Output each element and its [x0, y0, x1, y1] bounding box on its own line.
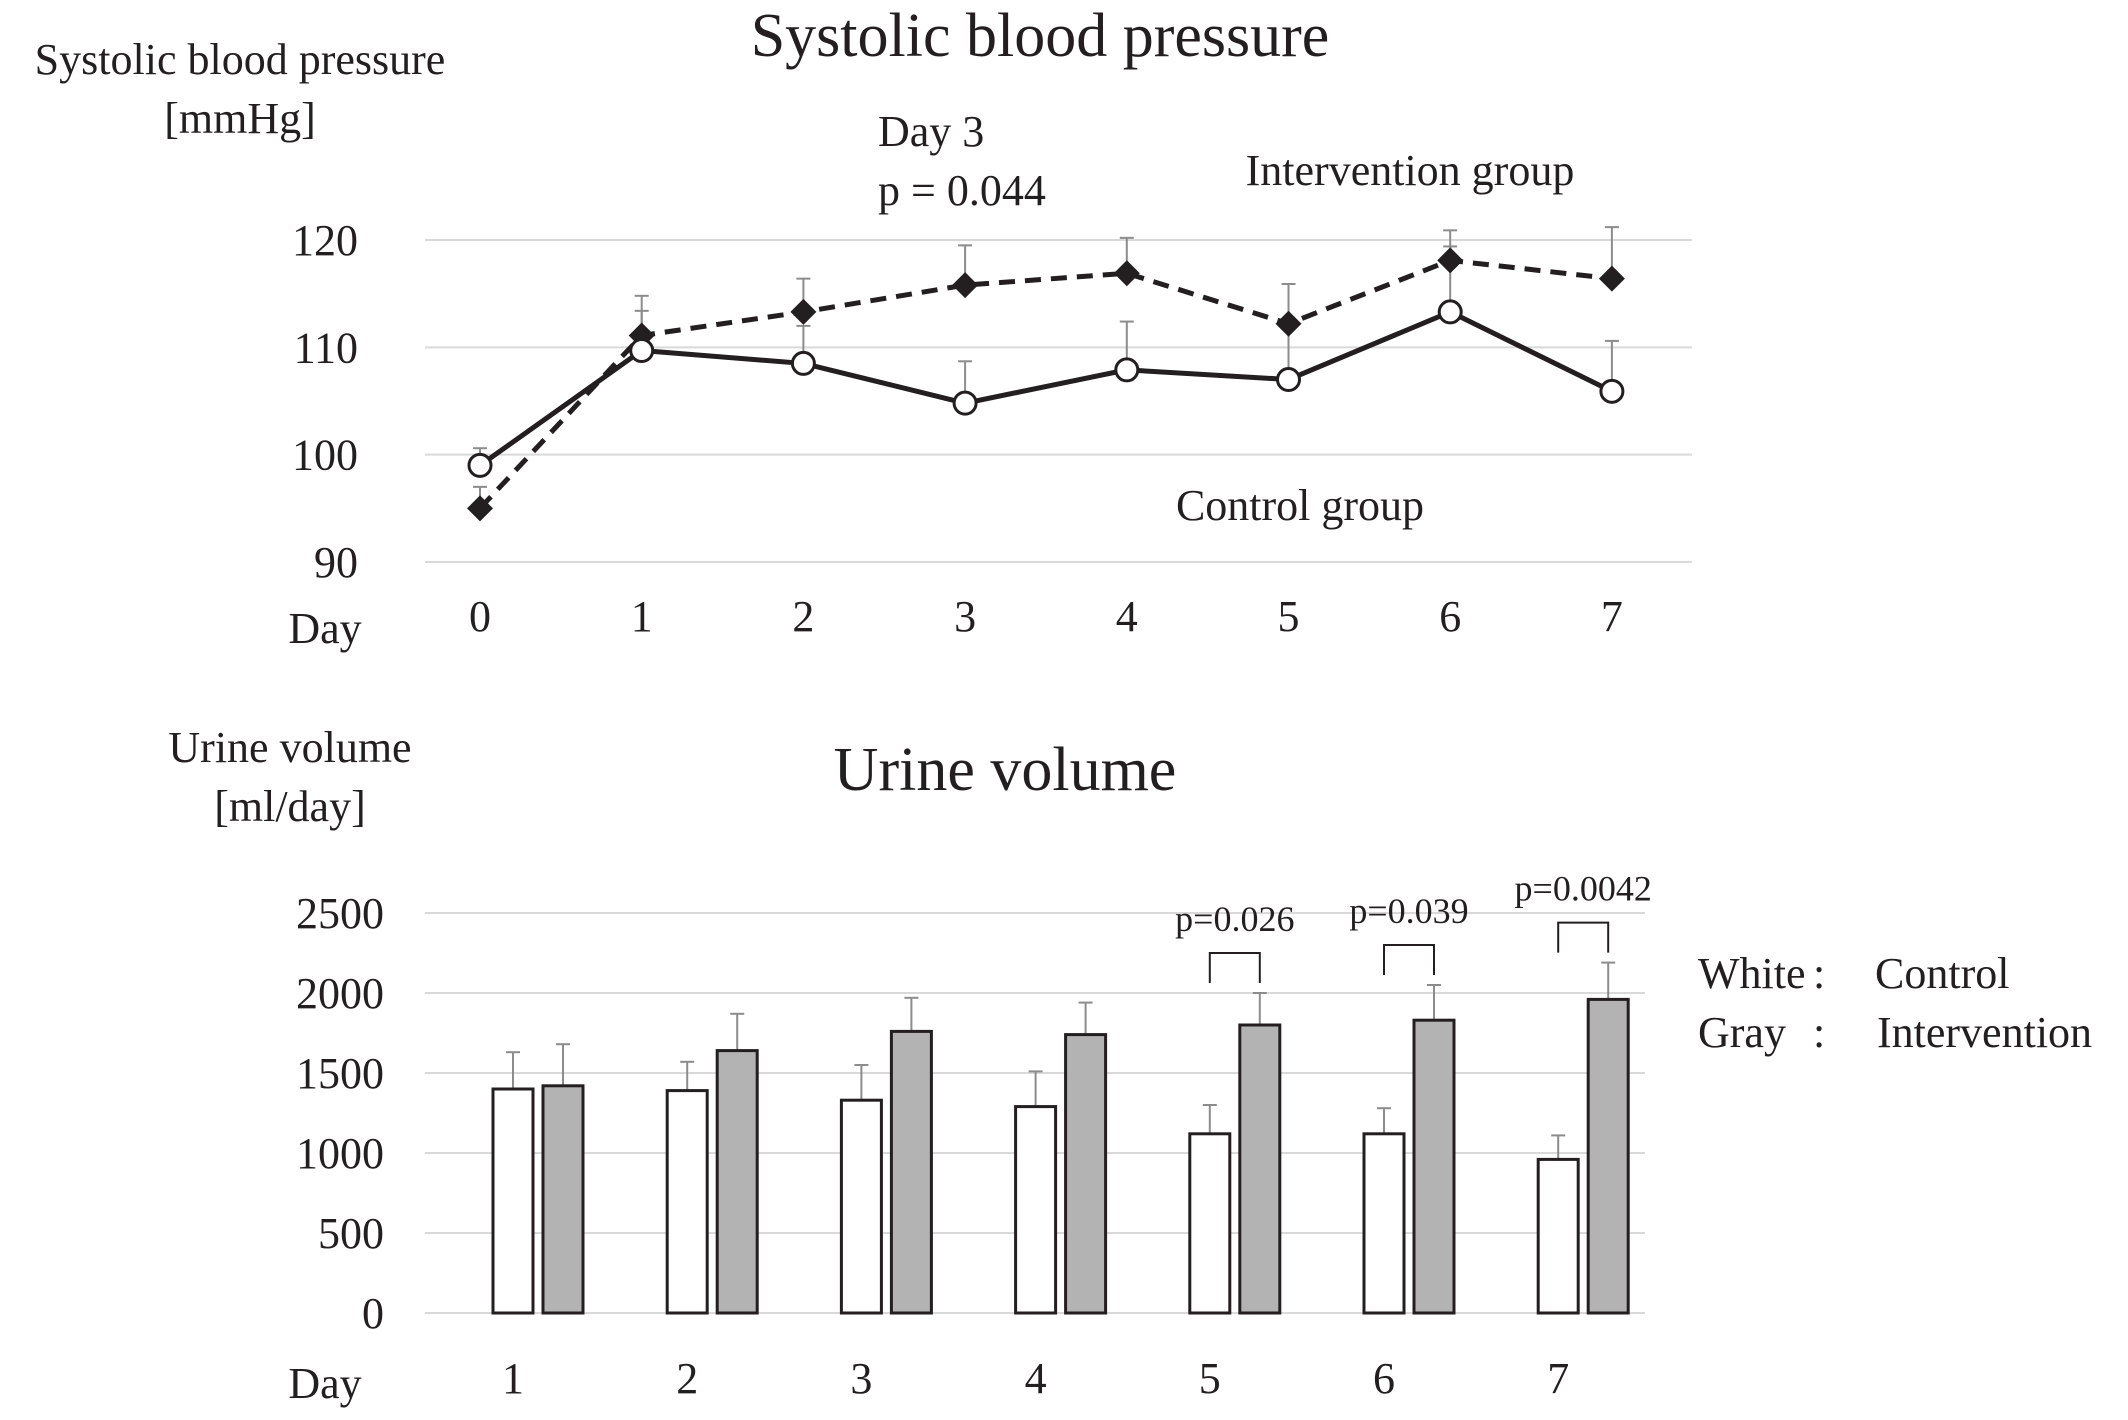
- bp-marker-control: [1599, 378, 1625, 404]
- bp-x-tick-label: 5: [1278, 592, 1300, 641]
- bp-marker-intervention: [952, 272, 979, 299]
- bp-line-intervention: [478, 257, 1613, 511]
- bp-marker-intervention: [1113, 260, 1140, 287]
- urine-y-tick-label: 1500: [296, 1049, 384, 1098]
- legend-key-white: White: [1698, 949, 1806, 998]
- urine-y-tick-label: 2000: [296, 969, 384, 1018]
- urine-bar-intervention: [889, 1029, 933, 1315]
- bp-marker-control: [629, 338, 655, 364]
- bp-x-tick-label: 7: [1601, 592, 1623, 641]
- urine-x-tick-labels: 1 2 3 4 5 6 7: [502, 1354, 1569, 1403]
- bp-marker-control: [1114, 357, 1140, 383]
- urine-x-tick-label: 2: [676, 1354, 698, 1403]
- urine-bar-control: [839, 1098, 883, 1315]
- urine-ylabel-line1: Urine volume: [168, 723, 411, 772]
- significance-bracket: [1383, 944, 1435, 975]
- bp-marker-control: [1437, 299, 1463, 325]
- bp-y-tick-label: 110: [294, 323, 358, 372]
- urine-y-tick-label: 1000: [296, 1129, 384, 1178]
- bp-series-lines: [478, 257, 1614, 511]
- bp-x-tick-label: 0: [469, 592, 491, 641]
- bp-y-tick-label: 90: [314, 538, 358, 587]
- urine-chart-title: Urine volume: [834, 736, 1177, 804]
- urine-significance: p=0.026 p=0.039 p=0.0042: [1175, 869, 1652, 983]
- bp-annotation-line1: Day 3: [878, 107, 984, 156]
- bp-marker-intervention: [1275, 310, 1302, 337]
- bp-x-tick-label: 3: [954, 592, 976, 641]
- bp-marker-intervention: [1598, 265, 1625, 292]
- urine-y-tick-label: 0: [362, 1289, 384, 1338]
- bp-label-intervention: Intervention group: [1246, 146, 1575, 195]
- bp-chart: Systolic blood pressure Systolic blood p…: [35, 2, 1692, 653]
- legend-key-gray: Gray: [1698, 1008, 1786, 1057]
- urine-bar-intervention: [715, 1049, 759, 1315]
- urine-bar-intervention: [1064, 1033, 1108, 1315]
- bp-line-control: [478, 309, 1614, 468]
- bp-marker-control: [952, 390, 978, 416]
- urine-bar-intervention: [1238, 1023, 1282, 1315]
- urine-bar-intervention: [1586, 997, 1630, 1315]
- bp-marker-control: [1276, 367, 1301, 393]
- urine-xlabel: Day: [288, 1359, 361, 1408]
- bp-y-tick-label: 100: [292, 431, 358, 480]
- urine-bar-control: [665, 1089, 709, 1315]
- significance-label: p=0.039: [1349, 891, 1468, 931]
- bp-gridlines: [425, 239, 1692, 563]
- urine-ylabel-line2: [ml/day]: [214, 782, 366, 831]
- significance-label: p=0.0042: [1515, 869, 1652, 909]
- legend-label-intervention: Intervention: [1877, 1008, 2092, 1057]
- bp-chart-title: Systolic blood pressure: [751, 2, 1330, 70]
- bp-marker-control: [790, 350, 816, 376]
- bp-marker-intervention: [467, 495, 493, 522]
- urine-y-tick-label: 500: [318, 1209, 384, 1258]
- urine-error-bars: [506, 961, 1616, 1160]
- significance-label: p=0.026: [1175, 899, 1294, 939]
- bp-x-tick-label: 6: [1439, 592, 1461, 641]
- urine-x-tick-label: 3: [850, 1354, 872, 1403]
- legend-sep-gray: :: [1813, 1008, 1825, 1057]
- bp-x-tick-label: 4: [1116, 592, 1138, 641]
- urine-bar-control: [1536, 1157, 1580, 1315]
- bp-y-tick-label: 120: [292, 216, 358, 265]
- urine-bar-control: [491, 1087, 535, 1315]
- bp-markers: [467, 247, 1625, 522]
- urine-bar-control: [1014, 1105, 1058, 1315]
- legend-sep-white: :: [1813, 949, 1825, 998]
- urine-chart: Urine volume Urine volume [ml/day] Day 0…: [168, 723, 2092, 1408]
- urine-x-tick-label: 7: [1547, 1354, 1569, 1403]
- urine-bar-control: [1188, 1132, 1232, 1315]
- bp-marker-control: [467, 452, 493, 478]
- urine-x-tick-label: 6: [1373, 1354, 1395, 1403]
- urine-legend: White : Control Gray : Intervention: [1698, 949, 2092, 1057]
- bp-marker-intervention: [790, 298, 817, 325]
- urine-y-tick-label: 2500: [296, 889, 384, 938]
- significance-bracket: [1208, 952, 1261, 983]
- urine-x-tick-label: 4: [1025, 1354, 1047, 1403]
- urine-bar-intervention: [541, 1084, 585, 1315]
- bp-x-tick-label: 1: [631, 592, 653, 641]
- bp-x-tick-labels: 0 1 2 3 4 5 6 7: [469, 592, 1623, 641]
- bp-xlabel: Day: [288, 604, 361, 653]
- legend-label-control: Control: [1875, 949, 2009, 998]
- urine-y-tick-labels: 0 500 1000 1500 2000 2500: [296, 889, 384, 1338]
- significance-bracket: [1557, 921, 1610, 953]
- bp-y-tick-labels: 90 100 110 120: [292, 216, 358, 587]
- urine-bars: [491, 997, 1630, 1315]
- bp-annotation-line2: p = 0.044: [878, 166, 1046, 215]
- urine-bar-intervention: [1412, 1018, 1456, 1315]
- bp-label-control: Control group: [1176, 481, 1424, 530]
- urine-x-tick-label: 1: [502, 1354, 524, 1403]
- urine-x-tick-label: 5: [1199, 1354, 1221, 1403]
- urine-bar-control: [1362, 1132, 1406, 1315]
- bp-ylabel-line1: Systolic blood pressure: [35, 35, 446, 84]
- bp-marker-intervention: [1437, 247, 1464, 274]
- bp-ylabel-line2: [mmHg]: [164, 94, 316, 143]
- bp-x-tick-label: 2: [792, 592, 814, 641]
